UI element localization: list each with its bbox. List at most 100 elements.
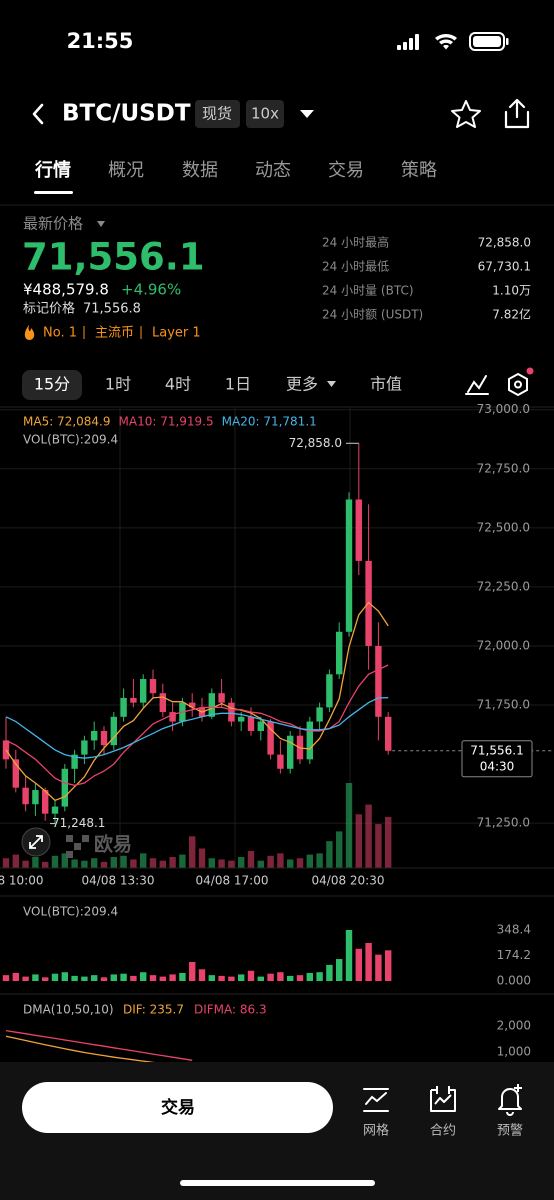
candle-body xyxy=(355,499,362,561)
share-button[interactable] xyxy=(504,98,530,129)
interval[interactable]: 市值 xyxy=(370,375,402,394)
vol-panel-label: VOL(BTC):209.4 xyxy=(23,905,118,919)
indicator-button[interactable] xyxy=(465,375,489,395)
volume-bar xyxy=(2,858,10,868)
footer-action-label[interactable]: 网格 xyxy=(363,1123,389,1139)
volume-bar xyxy=(355,814,362,868)
leverage-tag[interactable]: 10x xyxy=(251,105,279,123)
dma-legend-item: DIFMA: 86.3 xyxy=(194,1003,267,1017)
volume-bar xyxy=(257,976,264,981)
candle-body xyxy=(375,645,382,717)
dma-lines xyxy=(5,1029,193,1062)
volume-bar xyxy=(91,975,98,981)
pair-title: BTC/USDT xyxy=(62,101,191,127)
volume-bar xyxy=(140,853,147,868)
price-label-arrow[interactable] xyxy=(97,221,105,227)
x-tick-label: 04/08 13:30 xyxy=(82,874,155,888)
candle-body xyxy=(336,631,343,675)
volume-bar xyxy=(32,857,39,868)
dropdown-arrow[interactable] xyxy=(300,110,314,118)
candle-body xyxy=(316,707,323,722)
dma-line xyxy=(5,1035,156,1062)
trade-button-label[interactable]: 交易 xyxy=(161,1097,195,1118)
interval[interactable]: 4时 xyxy=(165,375,191,394)
volume-bar xyxy=(61,972,68,981)
tab[interactable]: 动态 xyxy=(255,160,291,181)
mark-label: 标记价格 xyxy=(23,301,75,317)
candle-body xyxy=(71,754,78,769)
ma-line xyxy=(5,697,389,759)
candle-body xyxy=(326,674,333,708)
tag-bg xyxy=(195,100,240,128)
dma-line xyxy=(5,1029,193,1061)
interval[interactable]: 15分 xyxy=(34,375,70,394)
volume-bar xyxy=(228,860,235,868)
candle-body xyxy=(228,702,235,722)
candle-body xyxy=(208,693,215,717)
alert-icon[interactable] xyxy=(498,1084,522,1116)
volume-bar xyxy=(32,974,39,981)
fire-icon xyxy=(24,325,35,340)
tab[interactable]: 策略 xyxy=(401,160,437,181)
volume-bar xyxy=(91,858,98,868)
interval[interactable]: 更多 xyxy=(286,375,318,394)
volume-bar xyxy=(238,857,245,868)
volume-bar xyxy=(306,854,313,868)
footer-action-label[interactable]: 合约 xyxy=(430,1124,456,1139)
volume-bar xyxy=(306,972,313,981)
interval[interactable]: 1时 xyxy=(105,375,131,394)
y-tick-label: 174.2 xyxy=(497,948,531,962)
settings-button[interactable] xyxy=(508,367,534,397)
volume-bar xyxy=(159,976,166,981)
candle-body xyxy=(267,721,274,755)
y-tick-label: 71,750.0 xyxy=(477,698,530,712)
volume-bar xyxy=(277,972,284,981)
candle-body xyxy=(120,697,127,717)
tab[interactable]: 数据 xyxy=(182,160,218,181)
volume-bar xyxy=(140,972,147,981)
tab[interactable]: 概况 xyxy=(108,160,144,181)
volume-bar xyxy=(198,969,206,981)
tab[interactable]: 行情 xyxy=(34,159,71,181)
interval[interactable]: 1日 xyxy=(225,375,251,394)
grid-icon[interactable] xyxy=(363,1088,389,1112)
volume-bar xyxy=(218,975,225,981)
back-button[interactable] xyxy=(32,103,44,125)
volume-bar xyxy=(149,858,157,868)
ma-legend-item: MA20: 71,781.1 xyxy=(222,415,317,429)
volume-bar xyxy=(110,857,117,868)
stat-value: 1.10万 xyxy=(492,284,531,298)
candle-body xyxy=(257,721,264,731)
volume-bar xyxy=(375,824,382,868)
trade-button[interactable] xyxy=(22,1082,333,1133)
tag[interactable]: No. 1 xyxy=(43,326,77,341)
tag[interactable]: Layer 1 xyxy=(152,326,201,341)
volume-bar xyxy=(189,961,196,981)
volume-bar xyxy=(336,831,343,868)
candle-body xyxy=(81,740,88,755)
more-arrow[interactable] xyxy=(327,381,336,387)
volume-bar xyxy=(385,950,392,981)
candle-body xyxy=(32,790,39,805)
tab[interactable]: 交易 xyxy=(328,160,364,181)
volume-bar xyxy=(12,972,19,981)
favorite-button[interactable] xyxy=(451,100,481,128)
price-label: 最新价格 xyxy=(23,215,83,233)
volume-bar xyxy=(179,972,186,981)
candle-body xyxy=(159,693,166,713)
volume-bar xyxy=(267,855,274,868)
tag[interactable]: 主流币 xyxy=(95,326,134,341)
footer-action-label[interactable]: 预警 xyxy=(497,1123,523,1139)
expand-button[interactable] xyxy=(21,827,51,857)
volume-bar xyxy=(208,975,215,981)
contract-icon[interactable] xyxy=(430,1086,456,1112)
candle-body xyxy=(140,679,147,703)
volume-bar xyxy=(336,959,343,981)
volume-bar xyxy=(296,858,304,868)
stat-label: 24 小时额 (USDT) xyxy=(322,308,423,322)
dma-label: DMA(10,50,10) xyxy=(23,1003,114,1017)
volume-bar xyxy=(247,970,255,981)
y-tick-label: 72,250.0 xyxy=(477,579,530,593)
volume-bar xyxy=(345,783,353,868)
